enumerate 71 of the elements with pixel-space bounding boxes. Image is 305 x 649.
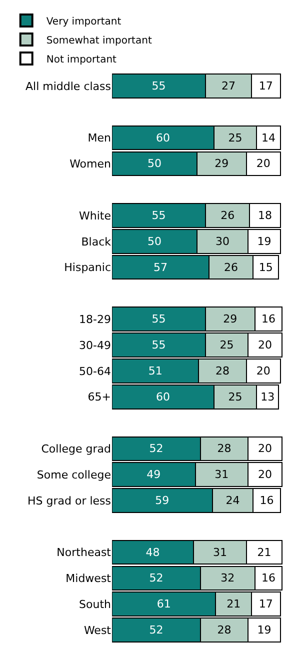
data-label: 13 <box>260 390 275 404</box>
data-label: 16 <box>260 494 274 507</box>
data-label: 31 <box>214 468 229 482</box>
data-label: 19 <box>257 234 272 248</box>
y-tick-label: Hispanic <box>64 261 111 274</box>
data-label: 25 <box>228 390 242 404</box>
data-label: 21 <box>257 546 272 559</box>
data-label: 52 <box>149 572 164 585</box>
y-tick-label: 30-49 <box>79 338 111 352</box>
data-label: 20 <box>258 338 272 352</box>
y-tick-label: All middle class <box>26 80 112 93</box>
y-tick-label: College grad <box>41 442 111 456</box>
data-label: 30 <box>216 234 230 248</box>
data-label: 18 <box>258 209 272 222</box>
data-label: 17 <box>258 79 273 92</box>
data-label: 20 <box>256 364 270 378</box>
y-tick-label: 65+ <box>88 390 111 404</box>
y-tick-label: West <box>84 624 112 637</box>
data-label: 15 <box>258 260 273 274</box>
data-label: 28 <box>217 442 232 456</box>
data-label: 17 <box>258 598 273 611</box>
data-label: 32 <box>220 572 235 585</box>
data-label: 49 <box>146 468 161 482</box>
data-label: 52 <box>149 442 164 456</box>
y-tick-label: Some college <box>36 468 112 482</box>
y-tick-label: Northeast <box>56 546 112 560</box>
data-label: 61 <box>156 598 171 611</box>
data-label: 19 <box>257 624 272 637</box>
data-label: 57 <box>153 260 168 274</box>
data-label: 60 <box>156 131 170 144</box>
data-label: 14 <box>261 131 276 144</box>
data-label: 20 <box>258 468 272 482</box>
data-label: 48 <box>146 546 160 559</box>
data-label: 55 <box>152 312 166 326</box>
data-label: 26 <box>224 260 238 274</box>
data-label: 20 <box>258 442 272 456</box>
data-label: 24 <box>226 494 240 507</box>
legend-label: Very important <box>46 16 122 28</box>
data-label: 60 <box>156 390 170 404</box>
data-label: 31 <box>212 546 227 559</box>
data-label: 16 <box>261 312 276 326</box>
y-tick-label: South <box>79 598 112 611</box>
data-label: 59 <box>155 494 170 507</box>
data-label: 50 <box>148 157 162 170</box>
data-label: 51 <box>148 364 162 378</box>
y-tick-label: White <box>79 209 112 222</box>
y-tick-label: 18-29 <box>79 312 111 326</box>
data-label: 28 <box>217 624 232 637</box>
data-label: 55 <box>152 79 166 92</box>
data-label: 28 <box>216 364 230 378</box>
data-label: 29 <box>223 312 238 326</box>
data-label: 25 <box>220 338 234 352</box>
data-label: 21 <box>226 598 241 611</box>
data-label: 55 <box>152 209 166 222</box>
data-label: 50 <box>148 234 162 248</box>
legend-label: Not important <box>46 54 117 66</box>
data-label: 20 <box>256 157 270 170</box>
data-label: 55 <box>152 338 166 352</box>
data-label: 29 <box>214 157 229 170</box>
y-tick-label: Women <box>70 158 112 171</box>
y-tick-label: Black <box>81 235 112 248</box>
data-label: 27 <box>221 79 236 92</box>
data-label: 16 <box>261 572 276 585</box>
y-tick-label: HS grad or less <box>27 494 112 508</box>
data-label: 52 <box>149 624 164 637</box>
y-tick-label: Men <box>88 132 112 145</box>
y-tick-label: 50-64 <box>79 364 111 378</box>
legend-label: Somewhat important <box>46 35 152 46</box>
y-tick-label: Midwest <box>66 572 112 586</box>
data-label: 25 <box>228 131 242 144</box>
data-label: 26 <box>220 209 235 222</box>
